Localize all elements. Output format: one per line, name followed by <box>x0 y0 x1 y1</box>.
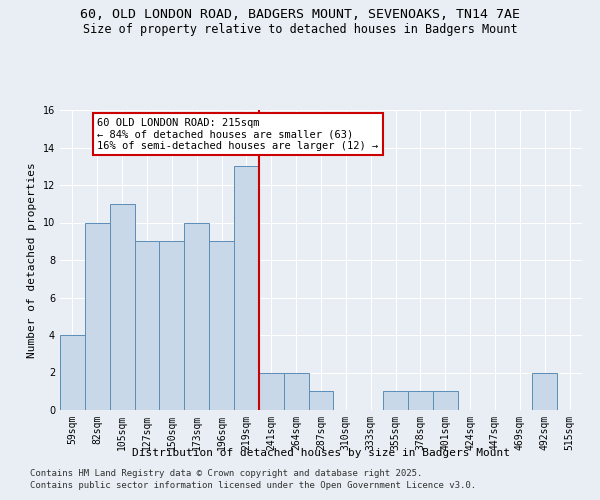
Bar <box>433 391 458 410</box>
Text: 60 OLD LONDON ROAD: 215sqm
← 84% of detached houses are smaller (63)
16% of semi: 60 OLD LONDON ROAD: 215sqm ← 84% of deta… <box>97 118 379 150</box>
Bar <box>532 372 557 410</box>
Bar <box>308 391 334 410</box>
Bar <box>110 204 134 410</box>
Bar <box>160 242 184 410</box>
Text: Size of property relative to detached houses in Badgers Mount: Size of property relative to detached ho… <box>83 22 517 36</box>
Bar <box>134 242 160 410</box>
Bar <box>209 242 234 410</box>
Text: 60, OLD LONDON ROAD, BADGERS MOUNT, SEVENOAKS, TN14 7AE: 60, OLD LONDON ROAD, BADGERS MOUNT, SEVE… <box>80 8 520 20</box>
Y-axis label: Number of detached properties: Number of detached properties <box>27 162 37 358</box>
Bar <box>383 391 408 410</box>
Bar <box>408 391 433 410</box>
Text: Distribution of detached houses by size in Badgers Mount: Distribution of detached houses by size … <box>132 448 510 458</box>
Bar <box>184 222 209 410</box>
Bar <box>85 222 110 410</box>
Text: Contains public sector information licensed under the Open Government Licence v3: Contains public sector information licen… <box>30 481 476 490</box>
Bar <box>60 335 85 410</box>
Text: Contains HM Land Registry data © Crown copyright and database right 2025.: Contains HM Land Registry data © Crown c… <box>30 468 422 477</box>
Bar <box>259 372 284 410</box>
Bar <box>284 372 308 410</box>
Bar <box>234 166 259 410</box>
